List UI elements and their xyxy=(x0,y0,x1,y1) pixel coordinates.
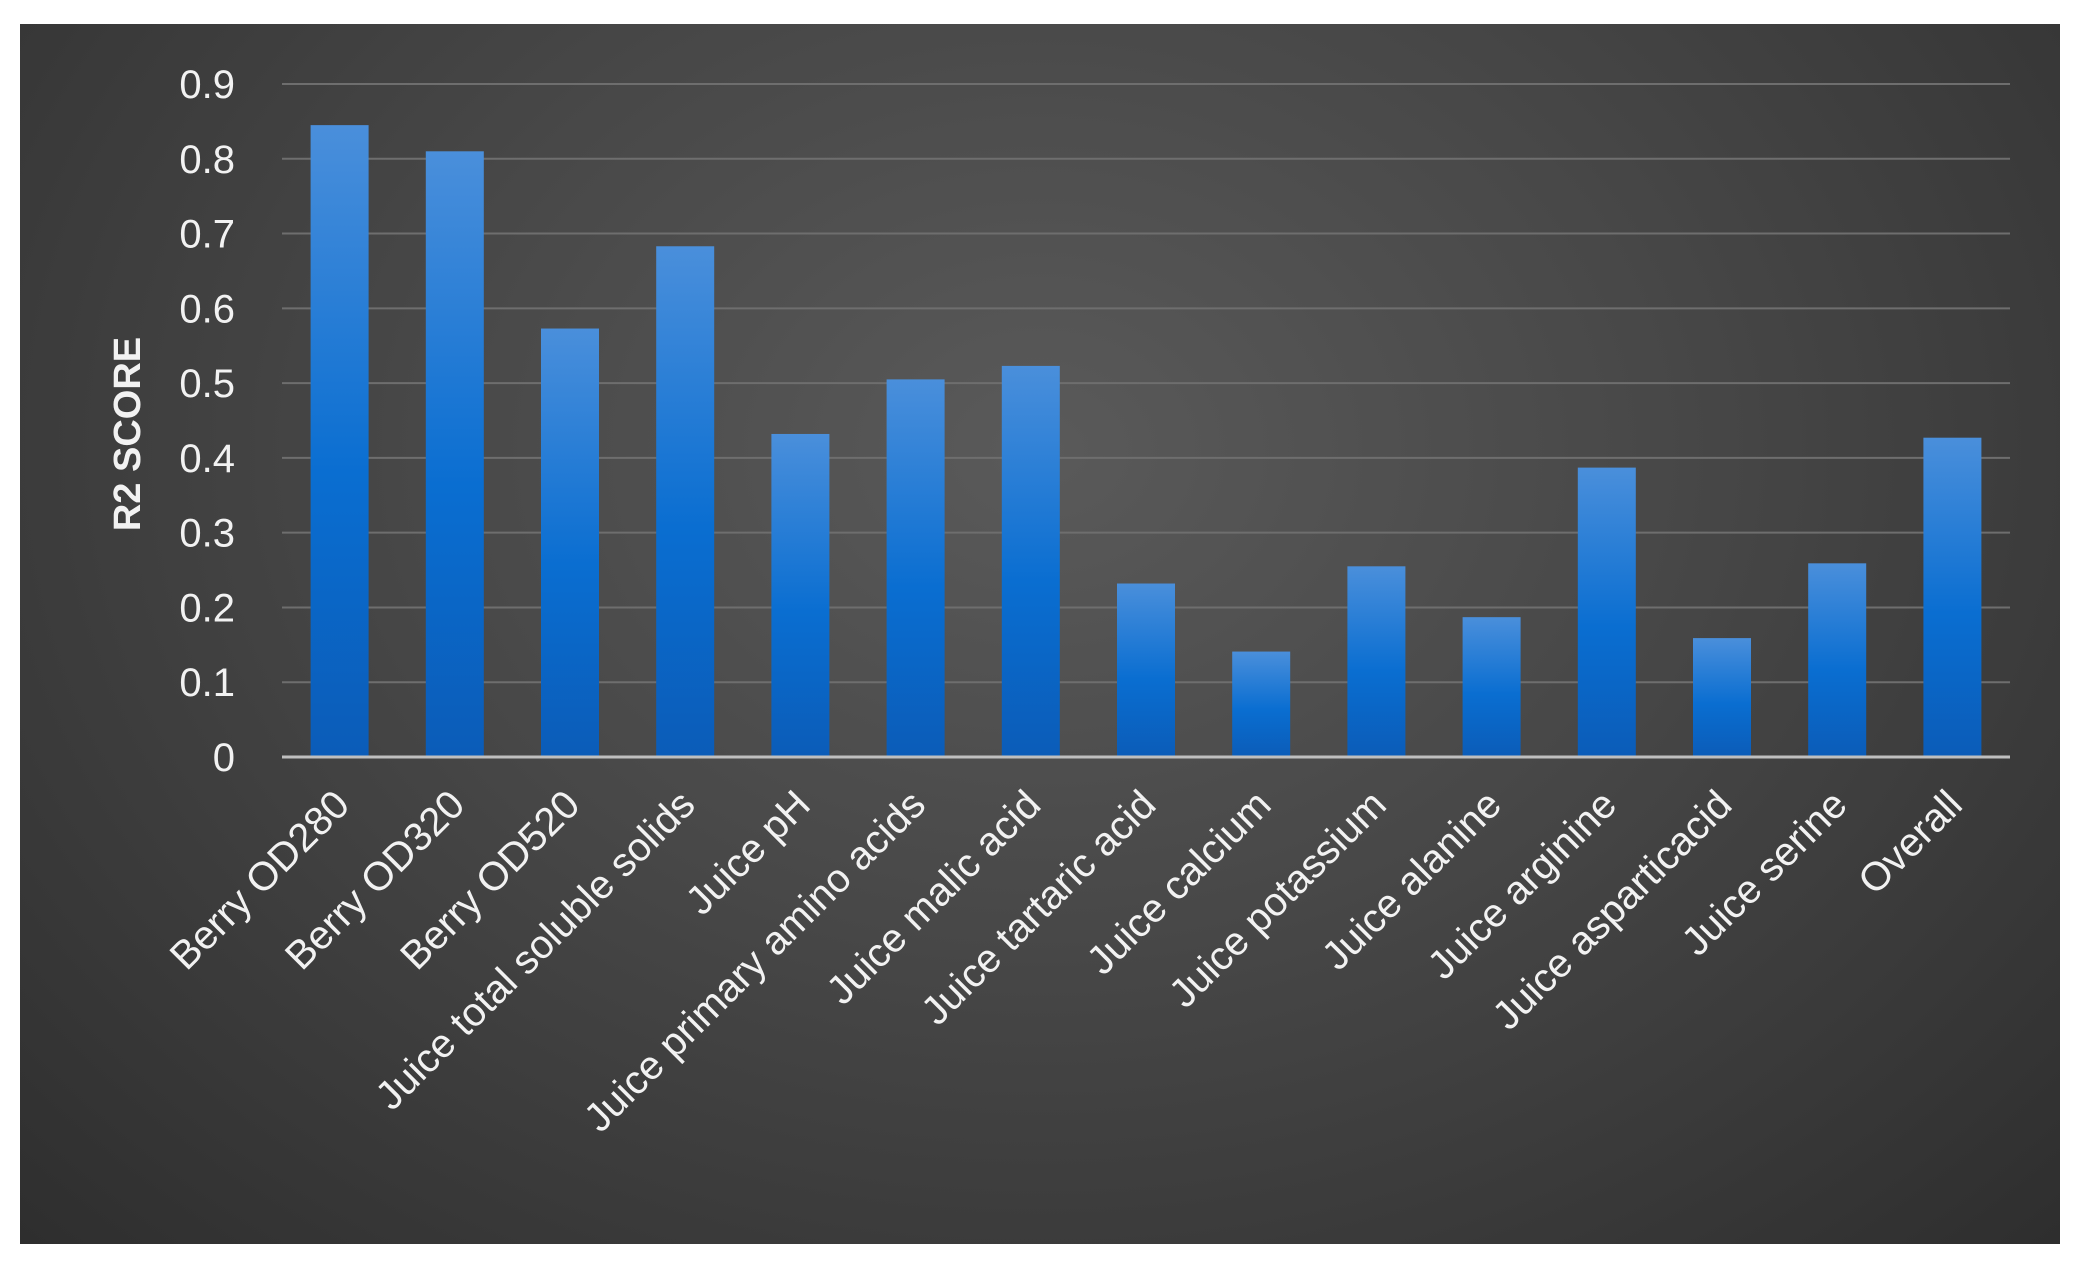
x-category-label: Juice potassium xyxy=(1161,782,1395,1016)
x-category-label: Juice malic acid xyxy=(818,782,1049,1013)
bar xyxy=(1117,583,1175,757)
y-tick-label: 0.6 xyxy=(179,287,235,331)
y-tick-label: 0.7 xyxy=(179,213,235,257)
y-tick-label: 0.3 xyxy=(179,512,235,556)
y-axis-tick-labels: 0 0.1 0.2 0.3 0.4 0.5 0.6 0.7 0.8 0.9 xyxy=(179,63,235,780)
bar-chart: 0 0.1 0.2 0.3 0.4 0.5 0.6 0.7 0.8 0.9 Berry OD280… xyxy=(107,63,2010,1140)
bar xyxy=(310,125,369,757)
y-tick-label: 0.5 xyxy=(179,362,235,406)
y-tick-label: 0.2 xyxy=(179,586,235,630)
bar xyxy=(771,433,830,757)
y-tick-label: 0 xyxy=(213,736,235,780)
bar xyxy=(541,328,599,757)
bar xyxy=(886,379,945,757)
bar xyxy=(1923,437,1982,757)
chart-panel: 0 0.1 0.2 0.3 0.4 0.5 0.6 0.7 0.8 0.9 Berry OD280… xyxy=(20,24,2060,1244)
bar xyxy=(1462,617,1521,757)
bar xyxy=(1693,638,1751,757)
y-tick-label: 0.8 xyxy=(179,138,235,182)
bar xyxy=(425,151,484,758)
bar xyxy=(1232,651,1291,757)
x-category-label: Overall xyxy=(1850,782,1971,903)
bars xyxy=(310,125,1982,758)
y-tick-label: 0.1 xyxy=(179,661,235,705)
bar xyxy=(1001,365,1060,757)
y-tick-label: 0.9 xyxy=(179,63,235,107)
y-axis-title: R2 SCORE xyxy=(107,337,149,531)
bar xyxy=(1808,563,1867,757)
bar xyxy=(656,246,715,758)
bar xyxy=(1577,467,1636,757)
y-tick-label: 0.4 xyxy=(179,437,235,481)
bar xyxy=(1347,566,1406,757)
